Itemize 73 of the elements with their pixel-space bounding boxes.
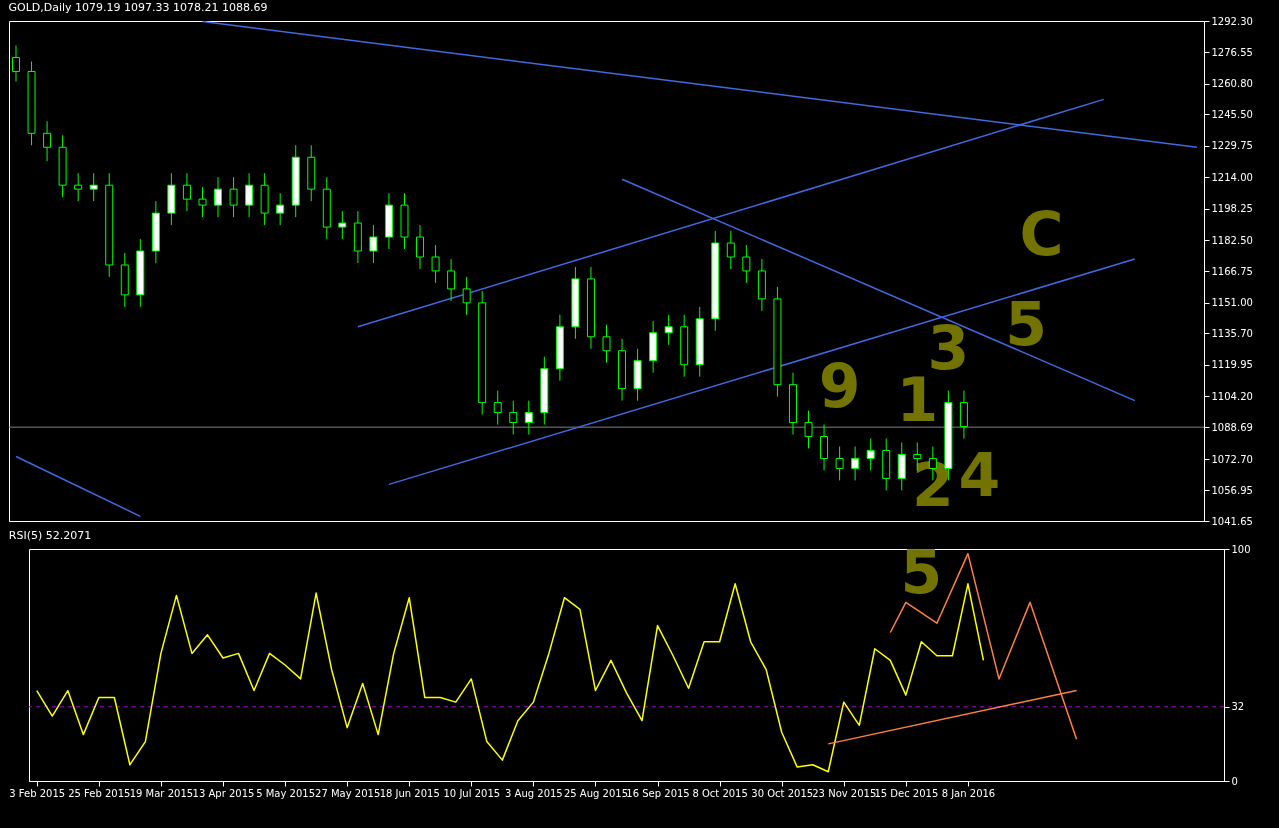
candlestick <box>462 276 471 316</box>
annotation: C <box>1019 199 1064 270</box>
x-tick-label: 15 Dec 2015 <box>874 787 939 799</box>
candlestick <box>11 45 20 82</box>
candlestick <box>369 224 378 264</box>
x-tick-label: 10 Jul 2015 <box>443 787 501 799</box>
candlestick <box>229 176 238 218</box>
y-tick-label: 1072.70 <box>1211 453 1253 465</box>
y-tick-label: 100 <box>1231 543 1251 555</box>
candlestick <box>742 244 751 284</box>
x-tick-label: 16 Sep 2015 <box>626 787 690 799</box>
x-tick-label: 25 Feb 2015 <box>68 787 131 799</box>
candlestick <box>43 120 52 162</box>
annotation: 5 <box>900 536 943 607</box>
y-tick-label: 0 <box>1231 775 1238 787</box>
y-tick-label: 1182.50 <box>1211 234 1253 246</box>
y-tick-label: 32 <box>1231 701 1245 713</box>
x-tick-label: 19 Mar 2015 <box>129 787 194 799</box>
y-tick-label: 1292.30 <box>1211 15 1253 27</box>
y-tick-label: 1119.95 <box>1211 359 1253 371</box>
candlestick <box>664 314 673 346</box>
candlestick <box>524 400 533 436</box>
candlestick <box>276 192 285 226</box>
annotation: 4 <box>958 440 1001 511</box>
y-tick-label: 1260.80 <box>1211 78 1253 90</box>
y-tick-label: 1276.55 <box>1211 46 1253 58</box>
y-tick-label: 1229.75 <box>1211 140 1253 152</box>
y-tick-label: 1135.70 <box>1211 327 1253 339</box>
x-tick-label: 13 Apr 2015 <box>192 787 255 799</box>
x-tick-label: 18 Jun 2015 <box>379 787 440 799</box>
candlestick <box>493 390 502 426</box>
y-tick-label: 1214.00 <box>1211 171 1253 183</box>
candlestick <box>897 442 906 491</box>
candlestick <box>602 324 611 364</box>
candlestick <box>89 172 98 202</box>
candlestick <box>726 230 735 270</box>
candlestick <box>509 400 518 436</box>
y-tick-label: 1245.50 <box>1211 108 1253 120</box>
candlestick <box>866 438 875 471</box>
x-tick-label: 30 Oct 2015 <box>751 787 814 799</box>
annotation: 5 <box>1005 288 1047 359</box>
candlestick <box>851 445 860 481</box>
x-tick-label: 3 Aug 2015 <box>505 787 563 799</box>
y-tick-label: 1198.25 <box>1211 203 1253 215</box>
candlestick <box>447 258 456 302</box>
x-tick-label: 27 May 2015 <box>315 787 381 799</box>
x-tick-label: 23 Nov 2015 <box>812 787 877 799</box>
x-tick-label: 8 Jan 2016 <box>941 787 996 799</box>
candlestick <box>338 210 347 240</box>
candlestick <box>416 224 425 270</box>
x-tick-label: 25 Aug 2015 <box>563 787 628 799</box>
x-tick-label: 5 May 2015 <box>256 787 315 799</box>
candlestick <box>431 244 440 284</box>
candlestick <box>835 445 844 481</box>
chart-title: RSI(5) 52.2071 <box>8 529 92 542</box>
y-tick-label: 1104.20 <box>1211 390 1253 402</box>
x-tick-label: 8 Oct 2015 <box>692 787 748 799</box>
y-tick-label: 1056.95 <box>1211 484 1253 496</box>
annotation: 9 <box>818 350 861 421</box>
candlestick <box>182 172 191 212</box>
y-tick-label: 1166.75 <box>1211 265 1253 277</box>
candlestick <box>74 172 83 202</box>
y-tick-label: 1088.69 <box>1211 421 1253 433</box>
x-tick-label: 3 Feb 2015 <box>9 787 66 799</box>
y-tick-label: 1041.65 <box>1211 515 1253 527</box>
candlestick <box>804 410 813 449</box>
y-tick-label: 1151.00 <box>1211 297 1253 309</box>
candlestick <box>959 390 968 440</box>
candlestick <box>245 172 254 218</box>
candlestick <box>198 186 207 218</box>
candlestick <box>820 424 829 471</box>
candlestick <box>214 176 223 218</box>
chart-title: GOLD,Daily 1079.19 1097.33 1078.21 1088.69 <box>8 1 268 14</box>
